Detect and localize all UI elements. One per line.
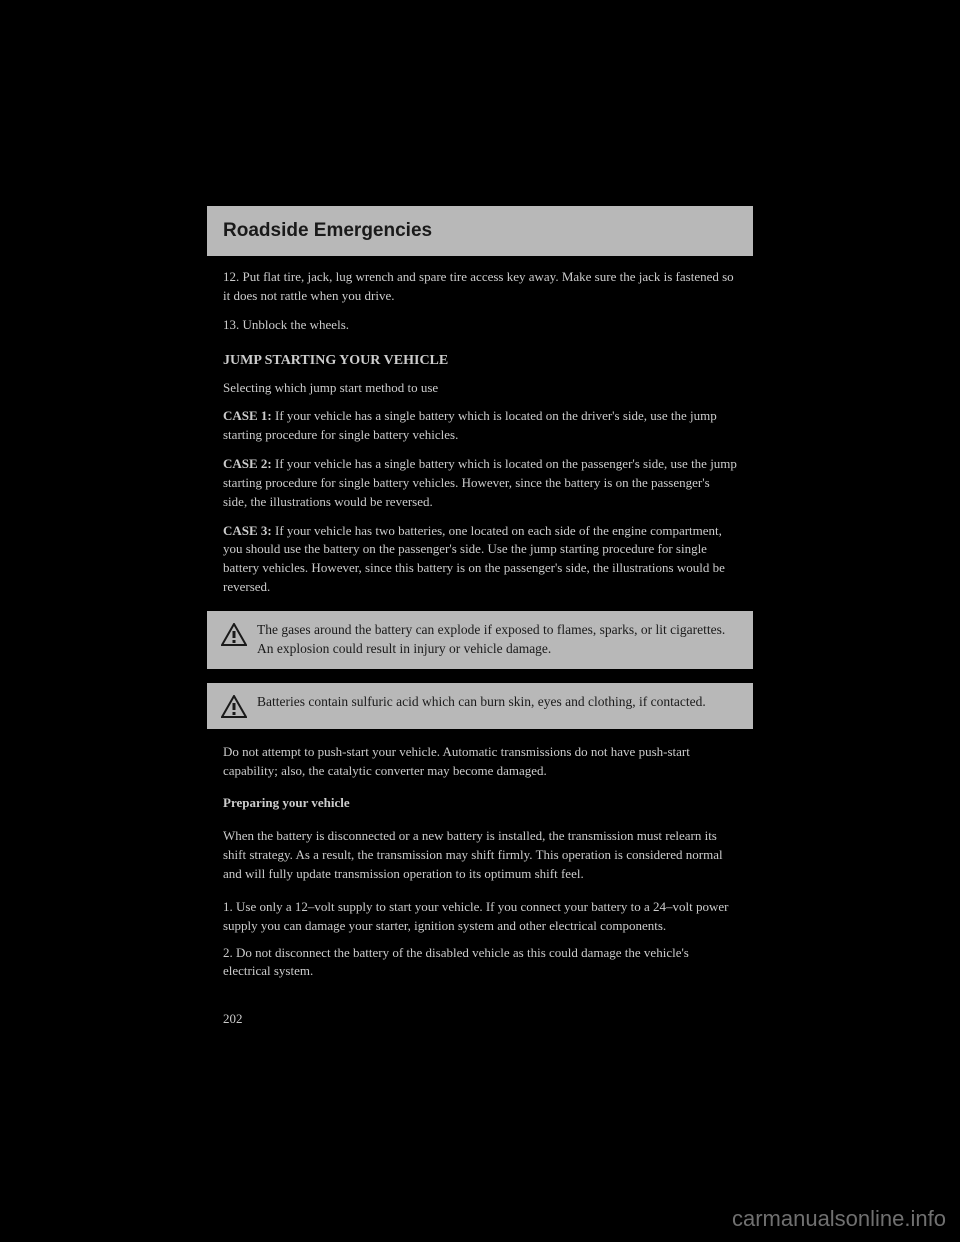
watermark-text: carmanualsonline.info: [732, 1206, 946, 1232]
section-header: Roadside Emergencies: [207, 206, 753, 256]
warning-box-2: Batteries contain sulfuric acid which ca…: [207, 683, 753, 729]
case-2-text: If your vehicle has a single battery whi…: [223, 456, 737, 509]
warning-triangle-icon: [221, 623, 247, 647]
list-item-1: 1. Use only a 12–volt supply to start yo…: [223, 898, 737, 936]
case-1-label: CASE 1:: [223, 408, 272, 423]
warning-triangle-icon: [221, 695, 247, 719]
jump-start-heading: JUMP STARTING YOUR VEHICLE: [223, 353, 737, 369]
warning-text-2: Batteries contain sulfuric acid which ca…: [257, 693, 706, 712]
case-2: CASE 2: If your vehicle has a single bat…: [223, 455, 737, 512]
case-2-label: CASE 2:: [223, 456, 272, 471]
list-item-2: 2. Do not disconnect the battery of the …: [223, 944, 737, 982]
case-3-text: If your vehicle has two batteries, one l…: [223, 523, 725, 595]
push-start-warning: Do not attempt to push-start your vehicl…: [223, 743, 737, 781]
case-1: CASE 1: If your vehicle has a single bat…: [223, 407, 737, 445]
jump-start-intro: Selecting which jump start method to use: [223, 379, 737, 398]
warning-box-1: The gases around the battery can explode…: [207, 611, 753, 669]
section-title: Roadside Emergencies: [223, 220, 737, 242]
case-3: CASE 3: If your vehicle has two batterie…: [223, 522, 737, 597]
paragraph-12: 12. Put flat tire, jack, lug wrench and …: [223, 268, 737, 306]
page-number: 202: [223, 1011, 737, 1027]
page-container: Roadside Emergencies 12. Put flat tire, …: [207, 206, 753, 1027]
case-3-label: CASE 3:: [223, 523, 272, 538]
warning-text-1: The gases around the battery can explode…: [257, 621, 739, 659]
battery-note: When the battery is disconnected or a ne…: [223, 827, 737, 884]
case-1-text: If your vehicle has a single battery whi…: [223, 408, 717, 442]
paragraph-13: 13. Unblock the wheels.: [223, 316, 737, 335]
preparing-heading: Preparing your vehicle: [223, 794, 737, 813]
